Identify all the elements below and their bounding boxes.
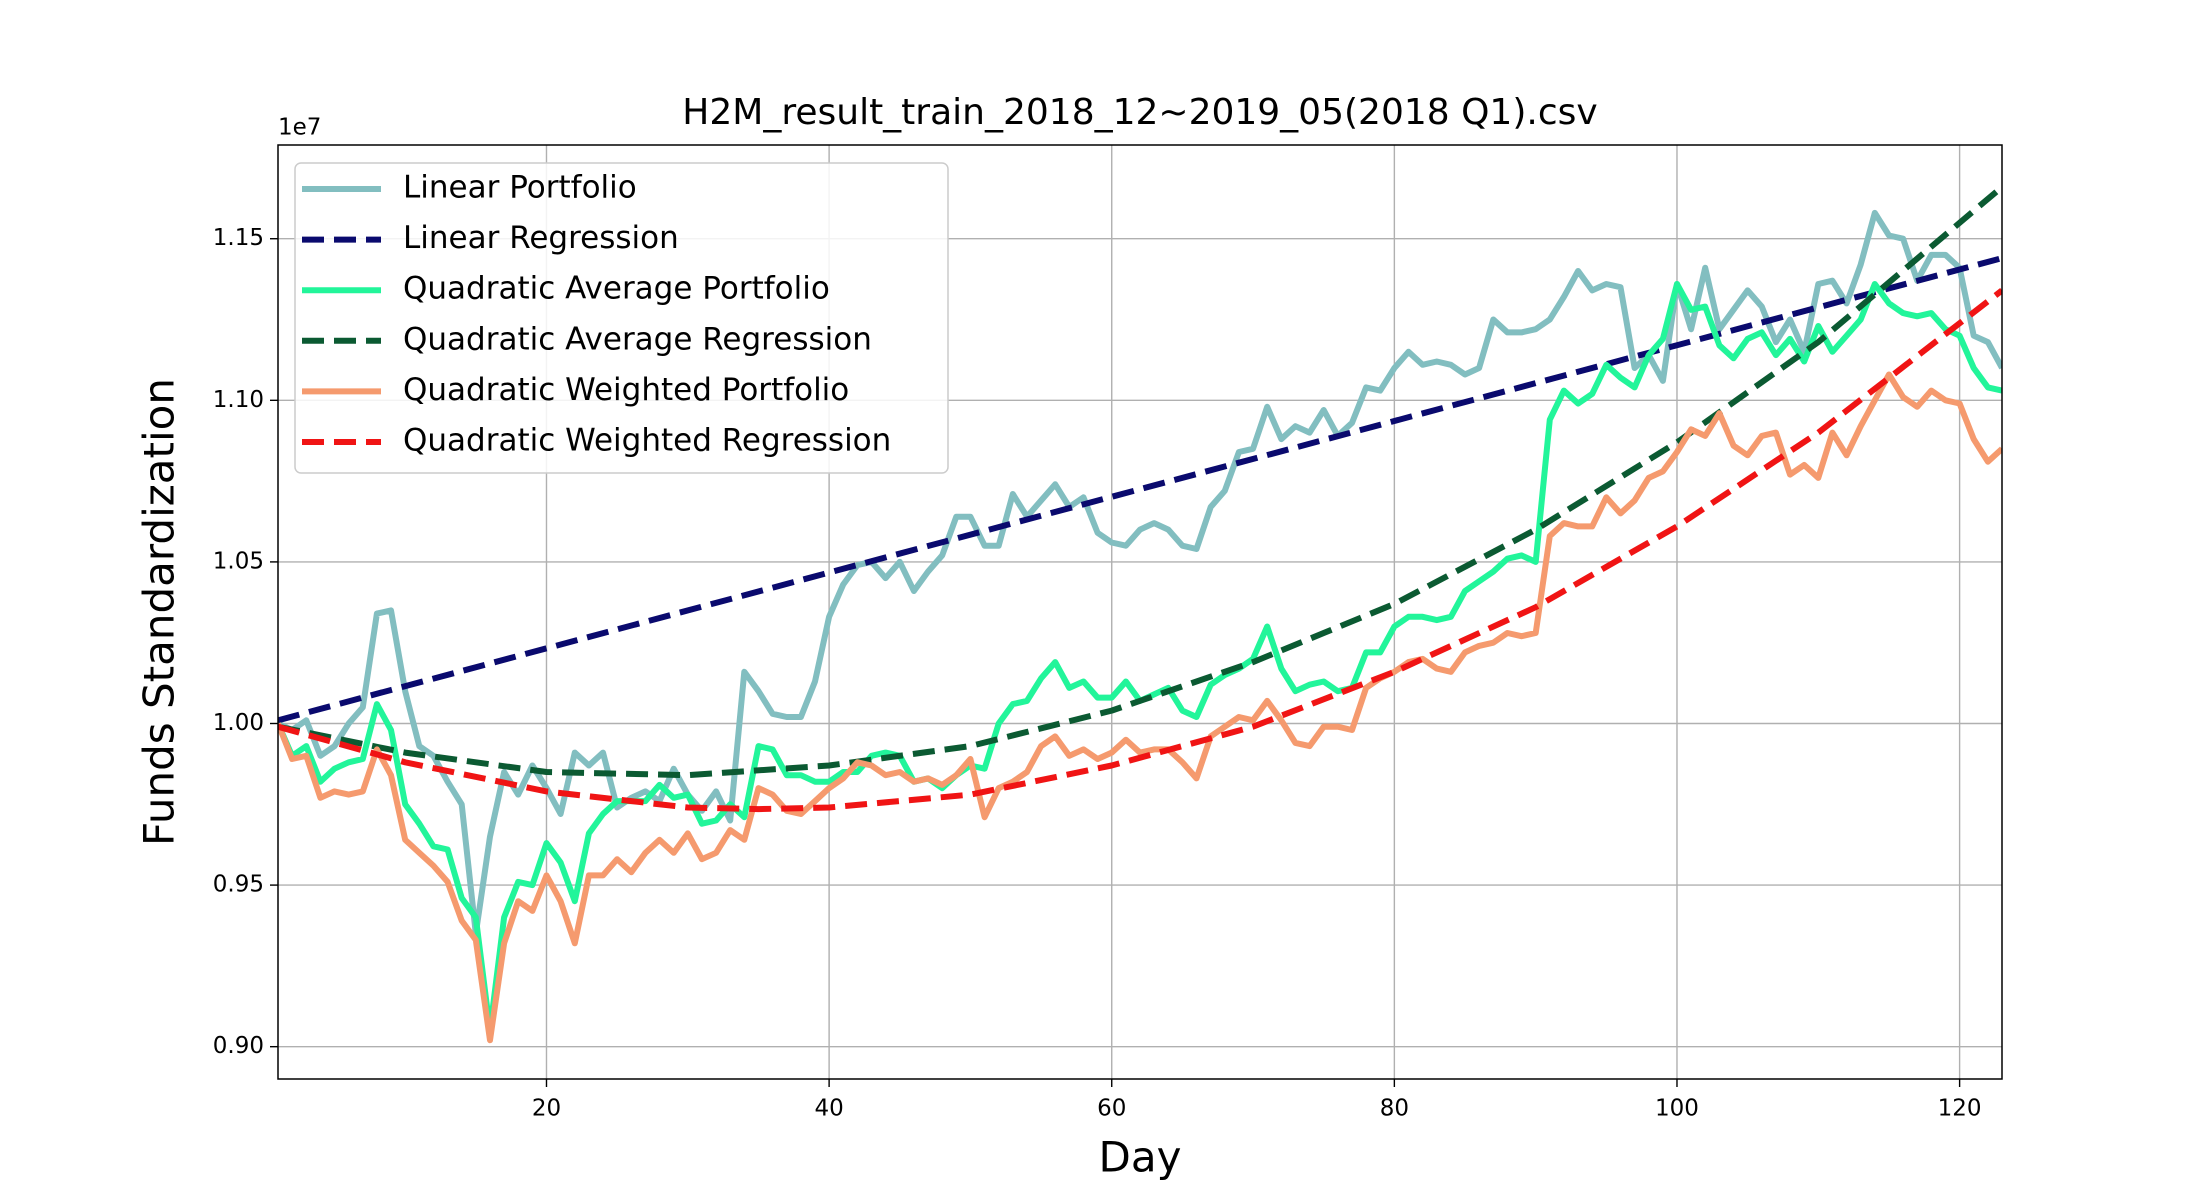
series-line <box>278 184 2002 779</box>
y-tick-label: 1.00 <box>213 710 264 736</box>
y-tick-label: 0.90 <box>213 1033 264 1059</box>
legend-box <box>294 162 949 474</box>
legend-label: Quadratic Average Portfolio <box>403 271 830 307</box>
ticks: 20 40 60 80 100 120 0.90 0.95 1.00 1.05 1.10 1.15 <box>213 225 1982 1121</box>
chart-title: H2M_result_train_2018_12~2019_05(2018 Q1… <box>682 92 1597 133</box>
y-axis-label: Funds Standardization <box>135 378 184 846</box>
legend-label: Quadratic Weighted Portfolio <box>403 372 849 408</box>
series-line <box>278 288 2002 813</box>
plot-lines <box>278 184 2002 1044</box>
legend-label: Quadratic Average Regression <box>403 321 872 357</box>
grid <box>278 145 2002 1079</box>
x-tick-label: 60 <box>1097 1096 1126 1122</box>
legend: Linear Portfolio Linear Regression Quadrat… <box>294 162 949 474</box>
legend-label: Quadratic Weighted Regression <box>403 423 891 459</box>
x-tick-label: 20 <box>532 1096 561 1122</box>
legend-label: Linear Portfolio <box>403 170 637 206</box>
y-tick-label: 1.15 <box>213 225 264 251</box>
y-tick-label: 1.10 <box>213 387 264 413</box>
y-tick-label: 0.95 <box>213 872 264 898</box>
x-tick-label: 100 <box>1655 1096 1699 1122</box>
x-tick-label: 80 <box>1380 1096 1409 1122</box>
y-offset-label: 1e7 <box>278 115 321 141</box>
x-tick-label: 40 <box>814 1096 843 1122</box>
series-line <box>278 371 2002 1044</box>
x-tick-label: 120 <box>1938 1096 1982 1122</box>
legend-label: Linear Regression <box>403 220 679 256</box>
y-tick-label: 1.05 <box>213 548 264 574</box>
x-axis-label: Day <box>1099 1133 1182 1182</box>
axes-frame <box>277 144 2003 1080</box>
